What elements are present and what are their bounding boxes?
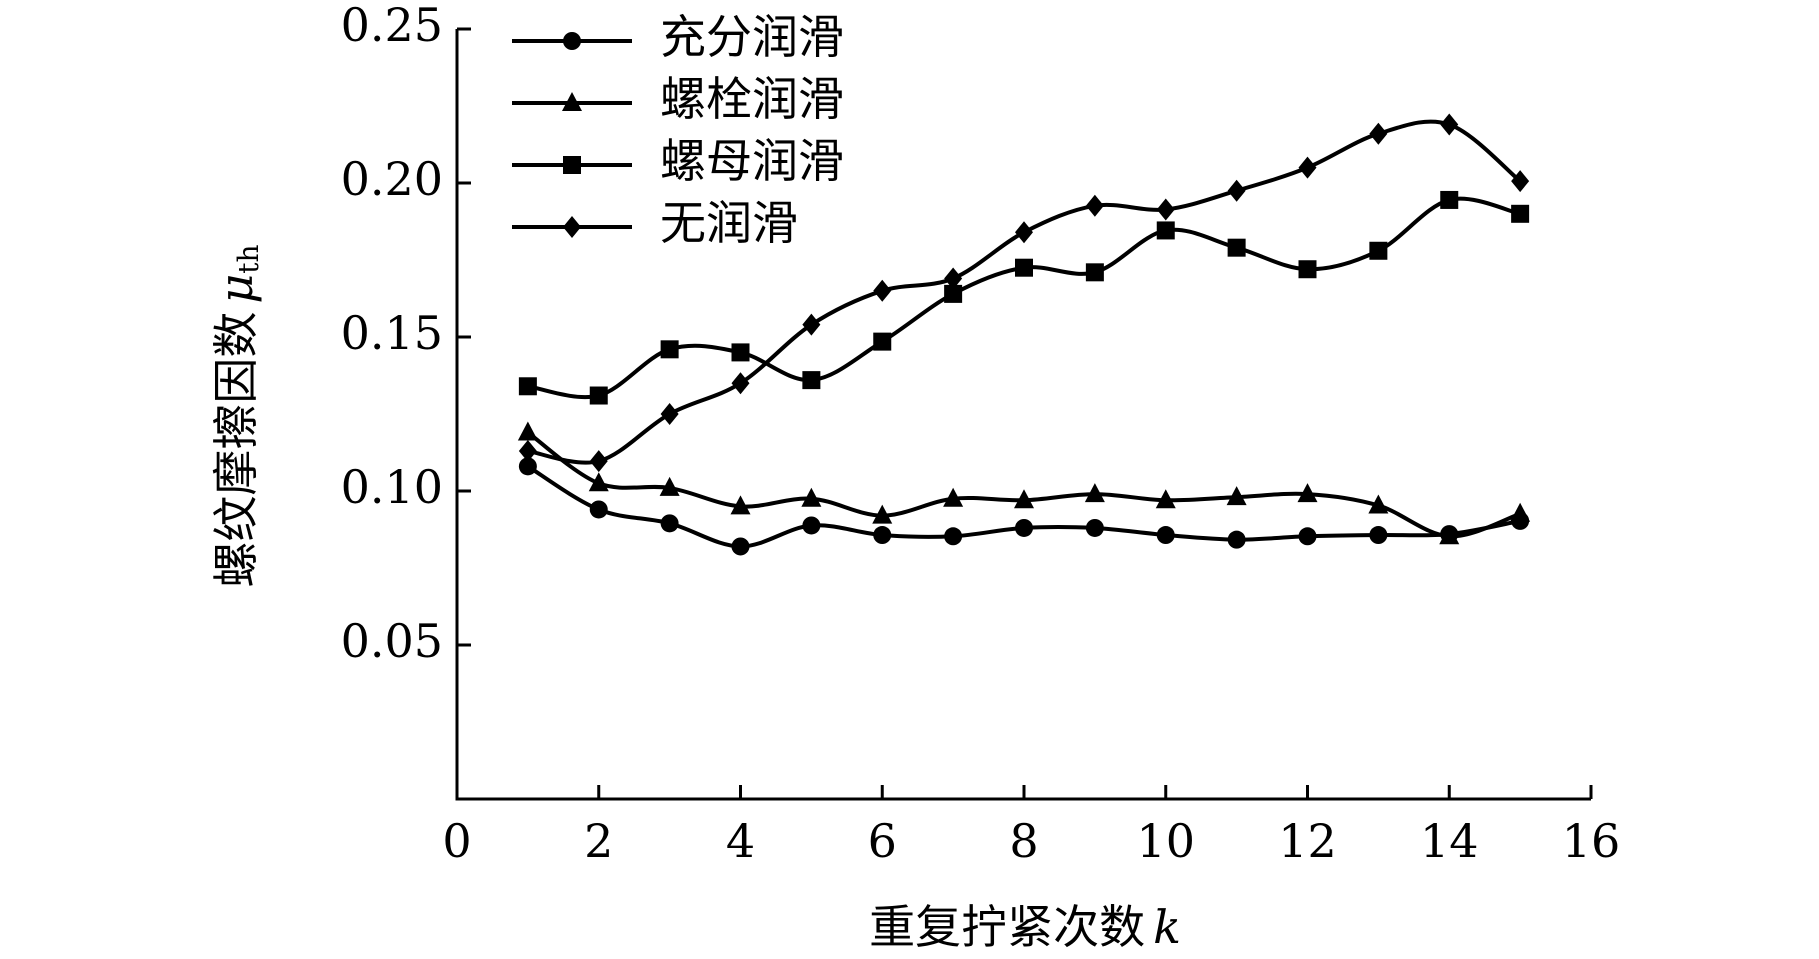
marker xyxy=(1227,238,1246,257)
marker xyxy=(1298,260,1317,279)
x-tick-label: 10 xyxy=(1136,814,1195,868)
marker xyxy=(589,386,608,405)
legend-label: 充分润滑 xyxy=(660,10,844,64)
x-tick-label: 2 xyxy=(584,814,613,868)
marker xyxy=(518,377,537,396)
marker xyxy=(731,372,750,395)
legend-label: 螺母润滑 xyxy=(660,134,844,188)
x-tick-label: 6 xyxy=(868,814,897,868)
marker xyxy=(1298,156,1317,179)
marker xyxy=(588,472,609,492)
marker xyxy=(944,527,963,546)
marker xyxy=(518,439,537,462)
marker xyxy=(801,487,822,507)
marker xyxy=(1511,204,1530,223)
legend-label: 螺栓润滑 xyxy=(660,72,844,126)
y-tick-label: 0.05 xyxy=(341,614,443,668)
marker xyxy=(944,267,963,290)
x-tick-label: 0 xyxy=(442,814,471,868)
marker xyxy=(802,371,821,390)
marker xyxy=(1226,486,1247,506)
marker xyxy=(802,516,821,535)
marker xyxy=(1227,530,1246,549)
marker xyxy=(660,340,679,359)
marker xyxy=(1297,483,1318,503)
marker xyxy=(1440,113,1459,136)
marker xyxy=(589,450,608,473)
x-tick-label: 8 xyxy=(1009,814,1038,868)
marker xyxy=(1155,489,1176,509)
y-tick-label: 0.20 xyxy=(341,152,443,206)
marker xyxy=(563,216,581,238)
legend-label: 无润滑 xyxy=(660,196,798,250)
marker xyxy=(1368,494,1389,514)
marker xyxy=(1084,483,1105,503)
marker xyxy=(1227,179,1246,202)
marker xyxy=(731,343,750,362)
x-axis-label: 重复拧紧次数 k xyxy=(869,900,1181,954)
marker xyxy=(1085,263,1104,282)
marker xyxy=(872,504,893,524)
marker xyxy=(659,476,680,496)
marker xyxy=(1015,221,1033,244)
marker xyxy=(1369,122,1388,145)
marker xyxy=(1369,241,1388,260)
marker xyxy=(1439,525,1460,545)
marker xyxy=(1015,518,1033,537)
y-tick-label: 0.25 xyxy=(341,0,443,52)
marker xyxy=(1014,489,1034,509)
marker xyxy=(730,495,751,515)
x-tick-label: 4 xyxy=(726,814,755,868)
marker xyxy=(802,313,821,336)
y-axis-label: 螺纹摩擦因数μth xyxy=(209,244,265,587)
marker xyxy=(563,32,581,50)
marker xyxy=(1369,526,1388,545)
marker xyxy=(1440,190,1459,209)
marker xyxy=(1156,198,1175,221)
marker xyxy=(873,279,892,302)
y-tick-label: 0.10 xyxy=(341,460,443,514)
x-tick-label: 16 xyxy=(1562,814,1621,868)
marker xyxy=(1298,527,1317,546)
marker xyxy=(1015,258,1033,277)
marker xyxy=(1085,518,1104,537)
marker xyxy=(517,421,538,441)
y-tick-label: 0.15 xyxy=(341,306,443,360)
marker xyxy=(589,500,608,519)
marker xyxy=(518,457,537,476)
marker xyxy=(873,332,892,351)
marker xyxy=(1085,194,1104,217)
marker xyxy=(1511,170,1530,193)
marker xyxy=(944,284,963,303)
marker xyxy=(1156,221,1175,240)
x-tick-label: 14 xyxy=(1420,814,1479,868)
marker xyxy=(1510,502,1531,522)
marker xyxy=(943,487,964,507)
marker xyxy=(562,92,582,111)
marker xyxy=(660,514,679,533)
x-tick-label: 12 xyxy=(1278,814,1337,868)
marker xyxy=(563,156,581,174)
marker xyxy=(873,526,892,545)
marker xyxy=(660,403,679,425)
axes xyxy=(455,29,1591,801)
marker xyxy=(731,537,750,556)
marker xyxy=(1156,526,1175,545)
